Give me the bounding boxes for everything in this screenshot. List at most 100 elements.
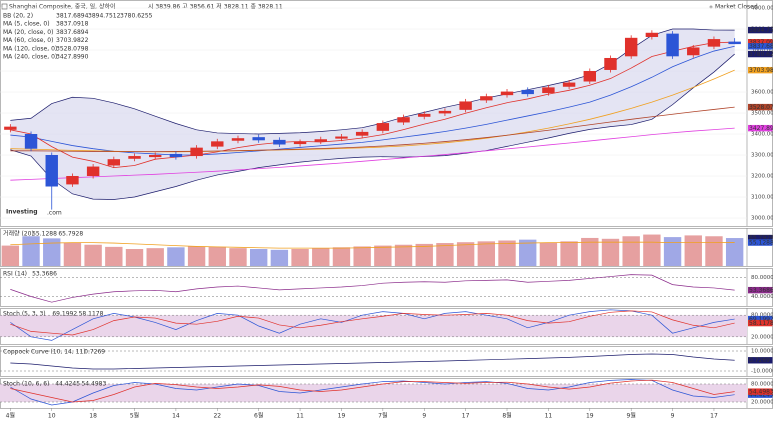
x-tick-label: 6월 [254, 412, 263, 420]
candle-body [86, 166, 100, 176]
candle-body [728, 41, 741, 45]
brand-suffix: .com [47, 210, 62, 217]
volume-bar [643, 234, 661, 266]
x-tick-label: 4월 [6, 412, 15, 420]
candle-body [459, 101, 472, 110]
value-badge [748, 50, 773, 58]
candle-body [107, 159, 121, 166]
value-badge [748, 239, 773, 246]
volume-bar [291, 249, 309, 266]
legend-label: MA (240, close, 0) [3, 54, 57, 61]
value-badge-label: 3703.9822 [749, 67, 773, 74]
y-tick-label: 3300.00 [751, 153, 773, 159]
y-tick-label: 4000.00 [751, 6, 773, 12]
candle-body [645, 32, 659, 37]
volume-bar [332, 247, 351, 266]
legend-value: 3837.0918 [56, 21, 89, 28]
legend-value: 3817.6894 [56, 13, 89, 20]
legend-value: 53.3686 [32, 271, 57, 278]
value-badge-label: 3427.8990 [749, 125, 773, 132]
y-tick-label: 3000.00 [751, 216, 773, 222]
candle-body [252, 137, 265, 141]
legend-label: MA (120, close, 0) [3, 45, 57, 52]
value-badge-label: 55.1288 [749, 239, 773, 246]
value-badge [748, 319, 773, 327]
legend-value: 58.1178 [79, 311, 104, 318]
indicator-line [10, 309, 735, 341]
bollinger-lower [10, 53, 735, 200]
indicator-line [10, 310, 735, 336]
candle-body [169, 153, 183, 158]
x-tick-label: 11 [296, 413, 304, 420]
legend-value: 54.4983 [81, 381, 106, 388]
volume-bar [125, 249, 144, 266]
value-badge-label: 3528.0798 [749, 104, 773, 111]
candle-body [211, 141, 224, 147]
bollinger-fill [10, 29, 735, 200]
volume-bar [105, 246, 123, 266]
volume-bar [312, 248, 330, 266]
volume-bar [167, 247, 185, 266]
volume-bar [63, 242, 82, 266]
candle-body [397, 117, 410, 123]
x-tick-label: 9 [671, 413, 675, 420]
legend-value: 3894.7512 [88, 13, 121, 20]
legend-value: 3528.0798 [56, 45, 89, 52]
volume-bar [1, 245, 20, 266]
value-badge-label: 3837.6894 [749, 43, 773, 50]
candle-body [376, 123, 390, 131]
legend-value: 55.1288 [32, 231, 57, 238]
value-badge [748, 124, 773, 132]
candle-body [4, 126, 17, 130]
candle-body [314, 139, 327, 142]
legend-label: 거래량 (20) [3, 230, 34, 238]
legend-value: 3703.9822 [56, 37, 89, 44]
value-badge [748, 286, 773, 294]
candle-body [438, 110, 452, 114]
volume-bar [229, 248, 247, 266]
y-tick-label: 3500.00 [751, 111, 773, 117]
y-tick-label: 20.0000 [751, 400, 773, 406]
volume-bar [663, 237, 682, 266]
volume-bar [374, 245, 392, 266]
volume-bar [415, 243, 433, 266]
value-badge-label: 3837.0918 [749, 39, 773, 46]
candle-body [583, 71, 596, 82]
candle-body [45, 155, 58, 187]
volume-bar [456, 242, 475, 266]
x-tick-label: 7월 [378, 412, 387, 420]
candle-body [604, 57, 617, 70]
y-tick-label: -10.0000 [751, 369, 773, 375]
candle-body [190, 147, 203, 157]
legend-value: 0.7269 [84, 349, 105, 356]
legend-label: MA (5, close, 0) [3, 21, 50, 28]
volume-bar [684, 235, 702, 266]
legend-value: 65.7928 [58, 231, 83, 238]
y-tick-label: 3100.00 [751, 195, 773, 201]
brand: Investing [6, 209, 38, 216]
volume-bar [498, 240, 516, 266]
value-badge [748, 39, 773, 46]
legend-value: 69.1992 [52, 311, 77, 318]
volume-bar [436, 243, 454, 266]
value-badge [748, 26, 773, 34]
value-badge-label: 3780.6255 [749, 51, 773, 58]
candle-body [521, 89, 534, 95]
value-badge [748, 234, 773, 242]
value-badge-label: 69.1992 [749, 316, 773, 323]
legend-value: 3837.6894 [56, 29, 89, 36]
bollinger-middle [10, 45, 735, 156]
volume-bar [539, 242, 558, 266]
value-badge-label: 58.1178 [749, 320, 773, 327]
candle-body [149, 155, 162, 158]
value-badge [748, 357, 773, 364]
volume-bar [477, 241, 496, 266]
value-badge-label: 3894.7512 [749, 27, 773, 34]
y-tick-label: 3600.00 [751, 90, 773, 96]
indicator-line [10, 379, 735, 403]
candle-body [335, 136, 348, 139]
y-tick-label: 80.0000 [751, 275, 773, 281]
value-badge-label: 65.7928 [749, 235, 773, 242]
volume-bar [394, 244, 413, 266]
y-tick-label: 40.0000 [751, 294, 773, 300]
